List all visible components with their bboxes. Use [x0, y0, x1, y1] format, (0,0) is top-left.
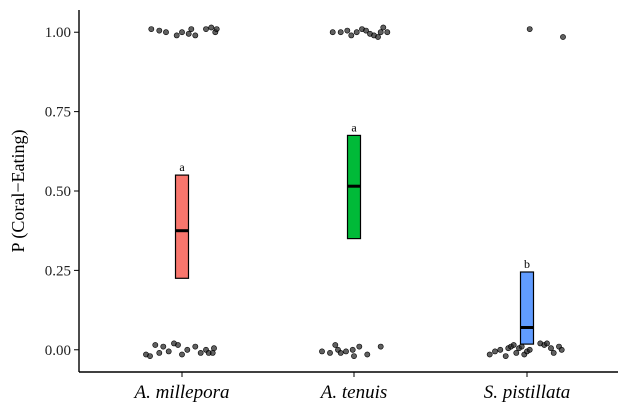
data-point — [363, 27, 369, 34]
data-point — [319, 348, 325, 355]
data-point — [184, 346, 191, 353]
data-point — [351, 353, 357, 359]
data-point — [348, 32, 355, 39]
data-point — [192, 32, 199, 39]
data-point — [526, 26, 533, 32]
data-point — [175, 342, 181, 348]
data-point — [329, 29, 336, 36]
data-point — [356, 343, 363, 350]
group-letter-1: a — [179, 160, 185, 174]
y-tick-label: 0.75 — [45, 105, 71, 121]
ci-rect-3 — [519, 271, 535, 345]
data-point — [518, 343, 525, 350]
y-axis-title: P (Coral−Eating) — [8, 130, 29, 253]
data-point — [343, 348, 349, 355]
data-point — [148, 26, 155, 32]
data-point — [332, 342, 339, 348]
group-letter-3: b — [524, 257, 530, 271]
data-point — [152, 342, 159, 348]
data-point — [377, 343, 384, 350]
data-point — [364, 351, 371, 358]
data-point — [213, 26, 220, 32]
data-point — [211, 345, 217, 352]
summary-intervals: a a b — [174, 120, 535, 345]
data-point — [197, 349, 204, 356]
group-letter-2: a — [351, 120, 357, 134]
data-points — [143, 24, 566, 359]
y-tick-label: 0.00 — [45, 343, 71, 359]
data-point — [560, 34, 566, 40]
x-ticks: A. millepora A. tenuis S. pistillata — [133, 372, 571, 403]
data-point — [163, 29, 169, 36]
data-point — [550, 349, 557, 356]
data-point — [147, 353, 153, 359]
data-point — [160, 343, 167, 350]
data-point — [209, 349, 216, 356]
data-point — [544, 340, 550, 347]
data-point — [337, 29, 344, 36]
data-point — [179, 351, 185, 358]
data-point — [513, 349, 520, 356]
data-point — [165, 348, 172, 355]
ci-rect-1 — [174, 174, 190, 279]
data-point — [208, 24, 215, 31]
data-point — [510, 342, 517, 348]
data-point — [548, 345, 554, 352]
data-point — [558, 346, 565, 353]
y-tick-label: 0.25 — [45, 263, 71, 279]
x-tick-label: A. millepora — [133, 382, 230, 403]
x-tick-label: S. pistillata — [484, 382, 571, 403]
data-point — [377, 29, 384, 36]
data-point — [380, 24, 387, 31]
data-point — [173, 32, 180, 39]
data-point — [384, 29, 391, 36]
data-point — [344, 27, 351, 34]
data-point — [203, 26, 209, 32]
data-point — [327, 349, 333, 356]
y-ticks: 0.00 0.25 0.50 0.75 1.00 — [45, 25, 79, 359]
y-tick-label: 1.00 — [45, 25, 71, 41]
data-point — [349, 346, 356, 353]
data-point — [337, 349, 344, 356]
data-point — [156, 349, 163, 356]
data-point — [526, 346, 533, 353]
data-point — [185, 30, 192, 37]
data-point — [188, 26, 195, 32]
data-point — [375, 34, 381, 40]
data-point — [486, 351, 493, 358]
data-point — [497, 346, 504, 353]
x-tick-label: A. tenuis — [319, 382, 388, 403]
y-tick-label: 0.50 — [45, 184, 71, 200]
data-point — [353, 29, 360, 36]
data-point — [192, 343, 199, 350]
data-point — [502, 353, 509, 359]
data-point — [179, 29, 185, 36]
data-point — [156, 27, 163, 34]
data-point — [492, 348, 498, 355]
